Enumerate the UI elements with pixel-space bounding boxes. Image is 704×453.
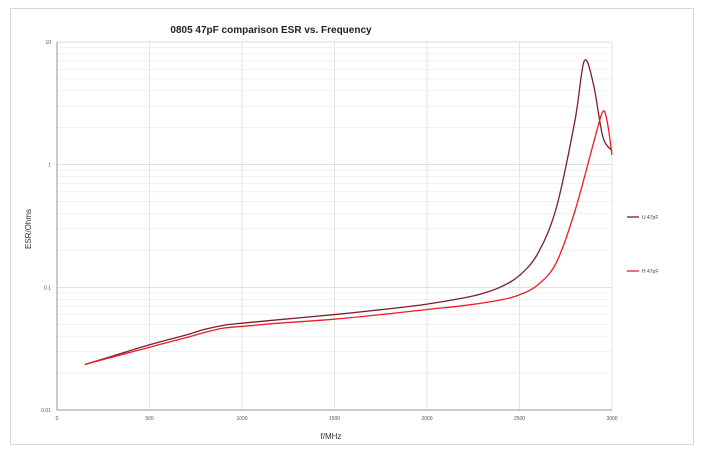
chart-title: 0805 47pF comparison ESR vs. Frequency [170,25,372,36]
axes: 0 500 1000 1500 2000 2500 3000 0.01 0.1 1 10 [41,40,618,422]
y-tick-label: 0.1 [44,285,51,291]
chart-svg: 0805 47pF comparison ESR vs. Frequency 0… [24,25,658,441]
x-tick-label: 0 [56,416,59,422]
y-tick-label: 0.01 [41,408,51,414]
x-tick-label: 2500 [514,416,525,422]
x-tick-label: 2000 [421,416,432,422]
series-lines [84,59,613,366]
y-tick-label: 10 [45,40,51,46]
series-line-1 [84,59,613,366]
x-axis-label: f/MHz [321,432,342,441]
y-tick-label: 1 [48,163,51,169]
grid [56,41,613,411]
chart-frame: 0805 47pF comparison ESR vs. Frequency 0… [10,8,694,445]
legend: U 47pF H 47pF [627,215,658,275]
x-tick-label: 500 [145,416,154,422]
y-axis-label: ESR/Ohms [24,209,33,249]
legend-label-2: H 47pF [642,269,658,275]
series-line-2 [84,110,613,366]
x-tick-label: 1500 [329,416,340,422]
legend-label-1: U 47pF [642,215,658,221]
x-tick-label: 1000 [236,416,247,422]
x-tick-label: 3000 [606,416,617,422]
